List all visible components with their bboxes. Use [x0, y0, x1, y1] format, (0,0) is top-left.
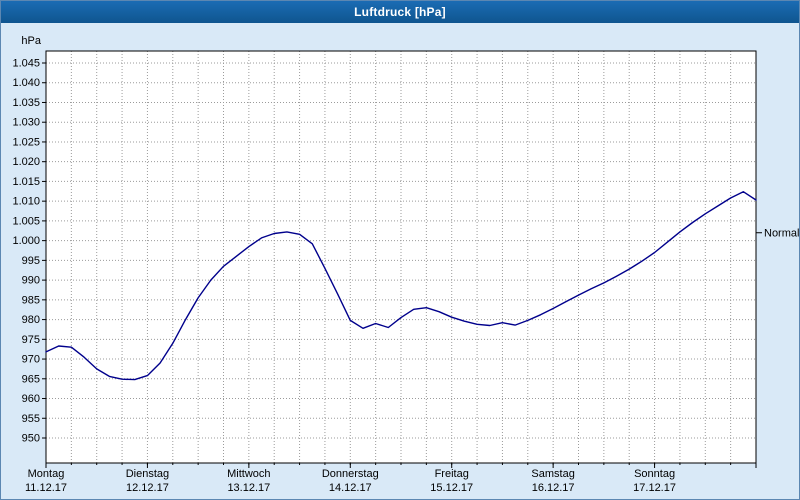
svg-text:995: 995 [22, 255, 40, 267]
svg-text:975: 975 [22, 334, 40, 346]
svg-text:13.12.17: 13.12.17 [227, 482, 270, 494]
svg-text:950: 950 [22, 433, 40, 445]
svg-text:17.12.17: 17.12.17 [633, 482, 676, 494]
svg-text:980: 980 [22, 314, 40, 326]
svg-text:Freitag: Freitag [435, 468, 469, 480]
svg-text:Donnerstag: Donnerstag [322, 468, 379, 480]
svg-text:Normal: Normal [764, 228, 799, 240]
svg-text:960: 960 [22, 393, 40, 405]
svg-text:970: 970 [22, 354, 40, 366]
window-titlebar: Luftdruck [hPa] [1, 1, 799, 23]
svg-text:Sonntag: Sonntag [634, 468, 675, 480]
svg-text:955: 955 [22, 413, 40, 425]
svg-text:1.025: 1.025 [12, 136, 40, 148]
svg-text:14.12.17: 14.12.17 [329, 482, 372, 494]
svg-text:985: 985 [22, 294, 40, 306]
svg-text:11.12.17: 11.12.17 [25, 482, 67, 494]
chart-area: 1.045 1.040 1.035 1.030 1.025 1.020 1.015 1.010… [1, 23, 799, 499]
svg-text:hPa: hPa [21, 35, 41, 47]
svg-text:1.030: 1.030 [12, 117, 40, 129]
svg-text:15.12.17: 15.12.17 [430, 482, 473, 494]
svg-text:Dienstag: Dienstag [126, 468, 169, 480]
svg-text:1.005: 1.005 [12, 215, 40, 227]
svg-text:Samstag: Samstag [531, 468, 574, 480]
svg-text:990: 990 [22, 275, 40, 287]
svg-text:Montag: Montag [28, 468, 65, 480]
svg-text:1.020: 1.020 [12, 156, 40, 168]
svg-text:1.045: 1.045 [12, 58, 40, 70]
svg-text:1.000: 1.000 [12, 235, 40, 247]
svg-text:965: 965 [22, 373, 40, 385]
svg-text:1.040: 1.040 [12, 77, 40, 89]
svg-text:Mittwoch: Mittwoch [227, 468, 270, 480]
svg-text:1.015: 1.015 [12, 176, 40, 188]
svg-text:1.035: 1.035 [12, 97, 40, 109]
pressure-line-chart: 1.045 1.040 1.035 1.030 1.025 1.020 1.015 1.010… [12, 35, 799, 494]
svg-text:12.12.17: 12.12.17 [126, 482, 169, 494]
svg-text:16.12.17: 16.12.17 [532, 482, 575, 494]
window-title: Luftdruck [hPa] [354, 5, 446, 19]
svg-text:1.010: 1.010 [12, 196, 40, 208]
